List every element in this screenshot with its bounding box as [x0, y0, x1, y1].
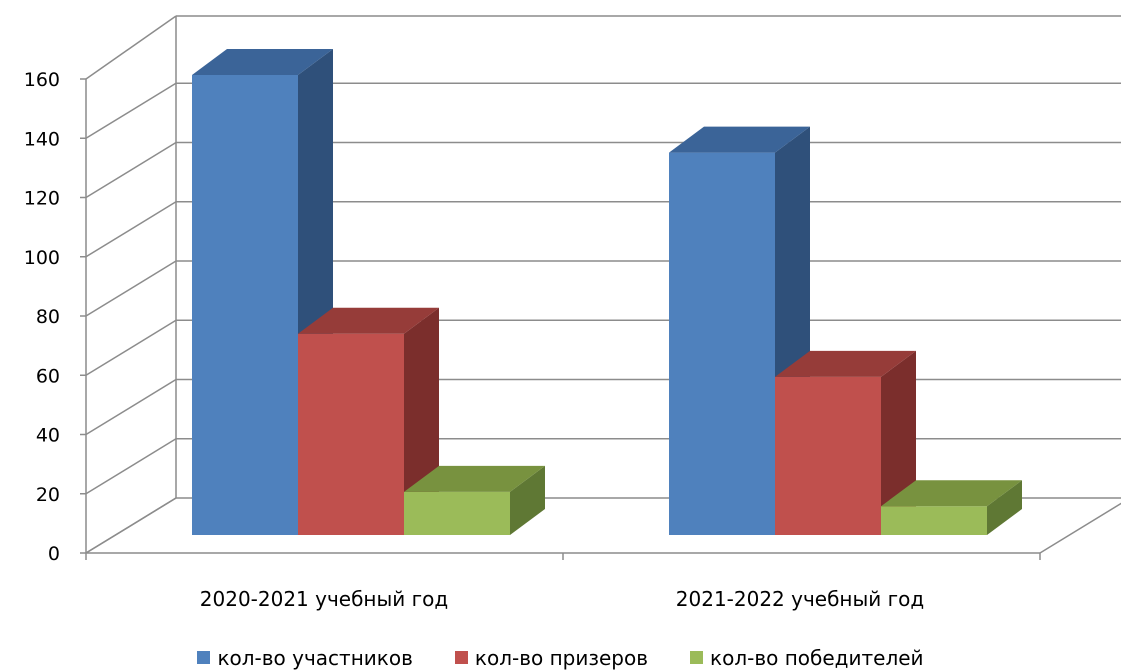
x-category-label-0: 2020-2021 учебный год: [200, 587, 448, 611]
bar-1-2: [881, 480, 1022, 535]
bar-top-0-1: [298, 307, 439, 334]
chart-axes: [80, 78, 1041, 560]
legend-swatch-prizewinners: [454, 651, 468, 664]
y-tick-label-3: 60: [36, 365, 60, 387]
legend-item-prizewinners: кол-во призеров: [454, 645, 649, 670]
y-tick-label-1: 20: [36, 484, 60, 506]
bar-front-1-2: [881, 506, 987, 535]
chart-gridlines: [85, 15, 1121, 554]
legend-item-participants: кол-во участников: [197, 645, 413, 670]
y-axis-tick-labels: 0 20 40 60 80 100 120 140 160: [24, 69, 60, 565]
chart-bars: [192, 49, 1022, 535]
gridline-side-1: [85, 438, 177, 495]
chart-plot: 0 20 40 60 80 100 120 140 160 2020-2021 учебный …: [24, 15, 1121, 611]
bar-side-0-2: [510, 465, 545, 535]
bar-front-0-0: [192, 75, 298, 535]
bar-top-1-1: [775, 350, 916, 377]
legend-swatch-winners: [690, 651, 704, 664]
y-tick-label-8: 160: [24, 69, 60, 91]
bar-side-1-2: [987, 480, 1022, 535]
y-tick-label-6: 120: [24, 188, 60, 210]
bar-top-0-0: [192, 49, 333, 75]
gridline-side-5: [85, 201, 177, 258]
legend-label-winners: кол-во победителей: [710, 645, 924, 670]
gridline-side-0: [85, 497, 177, 554]
y-tick-label-5: 100: [24, 247, 60, 269]
gridline-side-7: [85, 82, 177, 139]
bar-0-0: [192, 49, 333, 535]
x-category-label-1: 2021-2022 учебный год: [676, 587, 924, 611]
legend-label-prizewinners: кол-во призеров: [474, 645, 649, 670]
y-tick-label-4: 80: [36, 306, 60, 328]
legend-item-winners: кол-во победителей: [690, 646, 924, 670]
y-tick-label-7: 140: [24, 128, 60, 150]
bar-0-2: [404, 465, 545, 535]
y-tick-label-2: 40: [36, 425, 60, 447]
gridline-side-8: [85, 15, 177, 80]
gridline-side-3: [85, 319, 177, 376]
bar-top-0-2: [404, 465, 545, 492]
bar-top-1-2: [881, 480, 1022, 507]
bar-front-0-1: [298, 333, 404, 535]
gridline-side-4: [85, 260, 177, 317]
gridline-side-2: [85, 378, 177, 436]
y-tick-label-0: 0: [48, 543, 60, 565]
bar-front-1-1: [775, 376, 881, 535]
legend-swatch-participants: [197, 651, 211, 664]
bar-front-1-0: [669, 152, 775, 535]
chart-legend: кол-во участников кол-во призеров кол-во…: [0, 644, 1121, 671]
legend-label-participants: кол-во участников: [217, 645, 413, 670]
bar-top-1-0: [669, 126, 810, 153]
bar-front-0-2: [404, 491, 510, 535]
x-axis-category-labels: 2020-2021 учебный год 2021-2022 учебный г…: [200, 587, 924, 611]
gridline-side-6: [85, 141, 177, 199]
